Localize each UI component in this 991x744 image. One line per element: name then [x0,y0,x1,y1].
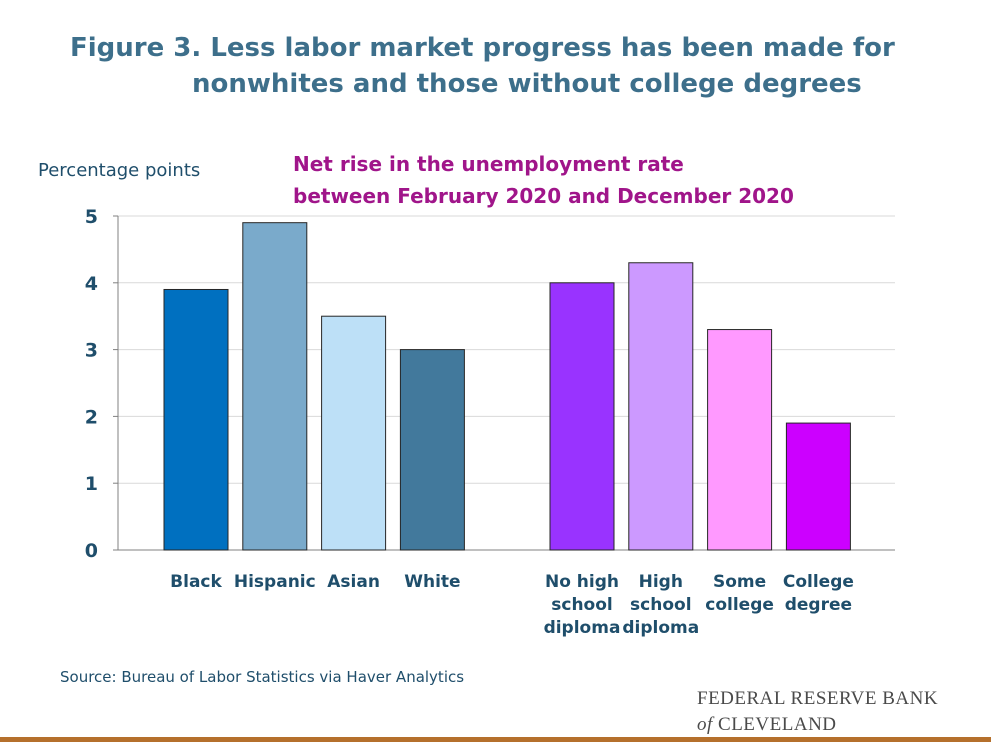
x-tick-label: No high [545,572,619,592]
x-tick-label: Hispanic [234,572,316,592]
x-tick-label: diploma [622,618,699,638]
bottom-rule [0,737,991,742]
bar [163,288,229,551]
bar [628,262,694,551]
y-tick-label: 0 [85,540,98,562]
logo-of: of [697,714,713,735]
x-tick-label: school [630,595,691,615]
bar [242,222,308,551]
logo-line-2: of CLEVELAND [697,712,938,738]
figure-title-line-1: Figure 3. Less labor market progress has… [70,33,895,63]
figure-title-line-2: nonwhites and those without college degr… [192,69,862,99]
x-tick-label: White [404,572,460,592]
bar [707,329,773,551]
logo-line-1: FEDERAL RESERVE BANK [697,688,939,709]
y-tick-label: 4 [85,273,98,295]
y-axis-label: Percentage points [38,160,201,181]
bar [549,282,615,551]
x-tick-label: diploma [544,618,621,638]
chart-title-line-2: between February 2020 and December 2020 [293,184,794,208]
y-tick-label: 1 [85,473,98,495]
bar [785,422,851,551]
source-note: Source: Bureau of Labor Statistics via H… [60,668,465,686]
bar [321,315,387,551]
x-tick-label: Asian [327,572,380,592]
x-tick-label: Some [713,572,766,592]
y-tick-label: 3 [85,340,98,362]
x-tick-label: Black [170,572,222,592]
bar-chart: 0 1 2 3 4 5 Black Hispanic Asian White No high scho… [85,206,895,638]
chart-title-line-1: Net rise in the unemployment rate [293,152,684,176]
y-tick-label: 2 [85,406,98,428]
x-tick-label: College [783,572,854,592]
y-tick-label: 5 [85,206,98,228]
chart-title: Net rise in the unemployment rate betwee… [293,148,794,212]
logo-cleveland: CLEVELAND [718,714,837,735]
x-tick-label: High [639,572,683,592]
x-tick-label: degree [785,595,852,615]
x-tick-label: college [705,595,774,615]
x-tick-label: school [551,595,612,615]
bar [399,349,465,551]
fed-cleveland-logo: FEDERAL RESERVE BANK of CLEVELAND [697,686,938,738]
